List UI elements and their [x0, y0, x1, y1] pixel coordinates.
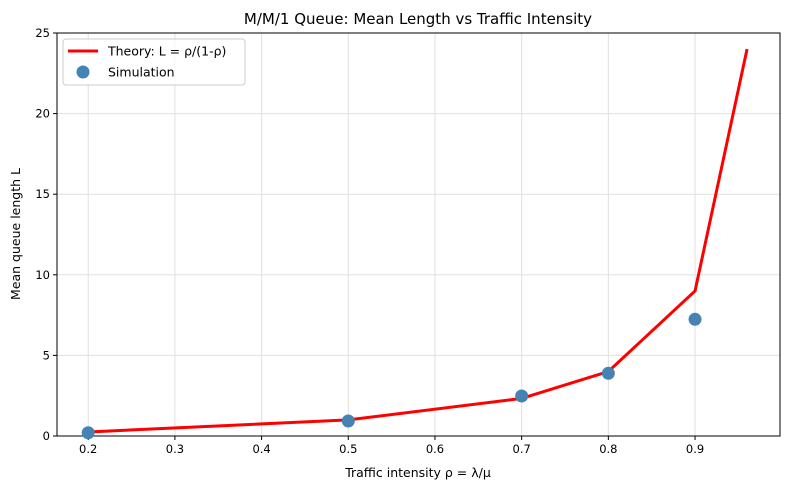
- legend-label-simulation: Simulation: [108, 65, 175, 80]
- x-tick-label: 0.7: [513, 442, 531, 456]
- simulation-point: [81, 426, 95, 440]
- x-axis-label: Traffic intensity ρ = λ/μ: [344, 465, 491, 480]
- legend-marker-swatch: [76, 65, 90, 79]
- simulation-point: [688, 312, 702, 326]
- x-tick-label: 0.9: [686, 442, 704, 456]
- legend-label-theory: Theory: L = ρ/(1-ρ): [107, 44, 226, 59]
- y-tick-label: 10: [35, 268, 50, 282]
- y-tick-label: 5: [43, 348, 50, 362]
- x-tick-label: 0.8: [599, 442, 617, 456]
- simulation-point: [341, 414, 355, 428]
- chart-title: M/M/1 Queue: Mean Length vs Traffic Inte…: [244, 10, 592, 28]
- x-tick-label: 0.4: [252, 442, 270, 456]
- plot-frame: [56, 32, 781, 437]
- simulation-point: [515, 389, 529, 403]
- legend-box: [62, 38, 246, 86]
- x-tick-label: 0.6: [426, 442, 444, 456]
- simulation-point: [601, 366, 615, 380]
- grid: [57, 32, 780, 437]
- y-tick-label: 0: [43, 429, 50, 443]
- legend: Theory: L = ρ/(1-ρ) Simulation: [62, 38, 246, 86]
- marks: [81, 48, 749, 440]
- x-tick-label: 0.5: [339, 442, 357, 456]
- y-tick-label: 25: [35, 26, 50, 40]
- y-tick-label: 15: [35, 187, 50, 201]
- ticks: 0.2 0.3 0.4 0.5 0.6 0.7 0.8 0.9 0 5 10 15 20 25: [35, 26, 704, 456]
- y-axis-label: Mean queue length L: [8, 168, 23, 300]
- x-tick-label: 0.2: [79, 442, 97, 456]
- theory-line: [88, 48, 749, 434]
- y-tick-label: 20: [35, 107, 50, 121]
- x-tick-label: 0.3: [166, 442, 184, 456]
